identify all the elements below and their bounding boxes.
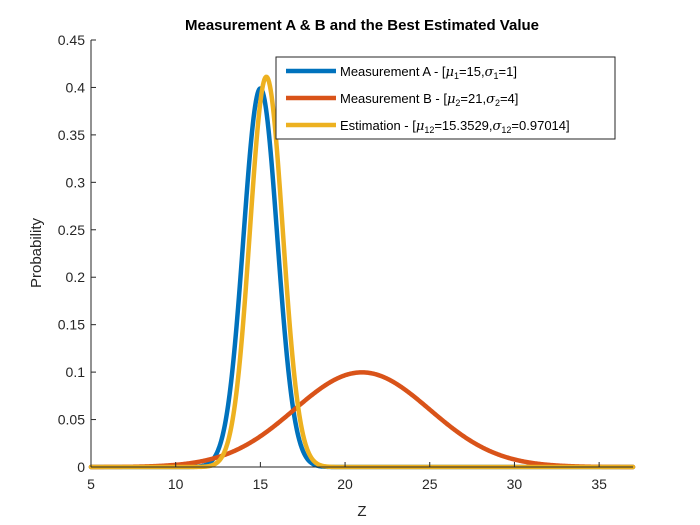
legend-text-part: μ <box>446 65 454 80</box>
legend-text-part: 2 <box>455 98 460 108</box>
legend-text-part: Measurement A - [ <box>340 64 446 79</box>
y-tick-label: 0.3 <box>66 174 86 190</box>
legend-text-part: Estimation - [ <box>340 118 416 133</box>
legend-text-part: 12 <box>424 125 434 135</box>
legend-entry-3: Estimation - [μ12=15.3529,σ12=0.97014] <box>340 118 570 135</box>
legend-text-part: =0.97014] <box>511 118 569 133</box>
x-tick-label: 15 <box>253 476 269 492</box>
x-tick-label: 10 <box>168 476 184 492</box>
y-tick-label: 0.45 <box>58 32 85 48</box>
x-tick-label: 35 <box>591 476 607 492</box>
y-tick-label: 0.2 <box>66 269 86 285</box>
legend-entry-2: Measurement B - [μ2=21,σ2=4] <box>340 91 518 108</box>
x-tick-label: 20 <box>337 476 353 492</box>
legend-text-part: =1] <box>499 64 517 79</box>
y-tick-label: 0.35 <box>58 127 85 143</box>
y-tick-label: 0.25 <box>58 222 85 238</box>
legend-text-part: 1 <box>454 71 459 81</box>
legend-text-part: 1 <box>494 71 499 81</box>
y-tick-label: 0.15 <box>58 317 85 333</box>
y-tick-label: 0.4 <box>66 79 86 95</box>
chart-title: Measurement A & B and the Best Estimated… <box>185 17 539 34</box>
legend: Measurement A - [μ1=15,σ1=1]Measurement … <box>275 56 616 140</box>
x-tick-label: 25 <box>422 476 438 492</box>
axes-group: 5 10 15 20 25 30 35 0 0.05 0.1 0.15 0.2 0.25 0.3 0.35 0… <box>58 32 633 492</box>
legend-text-part: 2 <box>495 98 500 108</box>
legend-text-part: =15, <box>459 64 485 79</box>
y-tick-label: 0 <box>77 459 85 475</box>
y-tick-label: 0.05 <box>58 412 85 428</box>
legend-text-part: =15.3529, <box>434 118 492 133</box>
y-axis-label: Probability <box>28 217 45 288</box>
x-axis-label: Z <box>357 503 366 520</box>
x-tick-label: 30 <box>507 476 523 492</box>
legend-text-part: Measurement B - [ <box>340 91 447 106</box>
legend-text-part: 12 <box>501 125 511 135</box>
legend-text-part: =4] <box>500 91 518 106</box>
legend-text-part: σ <box>485 65 495 80</box>
legend-text-part: μ <box>416 119 424 134</box>
x-tick-label: 5 <box>87 476 95 492</box>
legend-text-part: σ <box>493 119 503 134</box>
legend-entry-1: Measurement A - [μ1=15,σ1=1] <box>340 64 517 81</box>
legend-text-part: σ <box>486 92 496 107</box>
series-line-2 <box>88 370 636 470</box>
y-tick-label: 0.1 <box>66 364 86 380</box>
legend-text-part: =21, <box>460 91 486 106</box>
legend-text-part: μ <box>447 92 455 107</box>
